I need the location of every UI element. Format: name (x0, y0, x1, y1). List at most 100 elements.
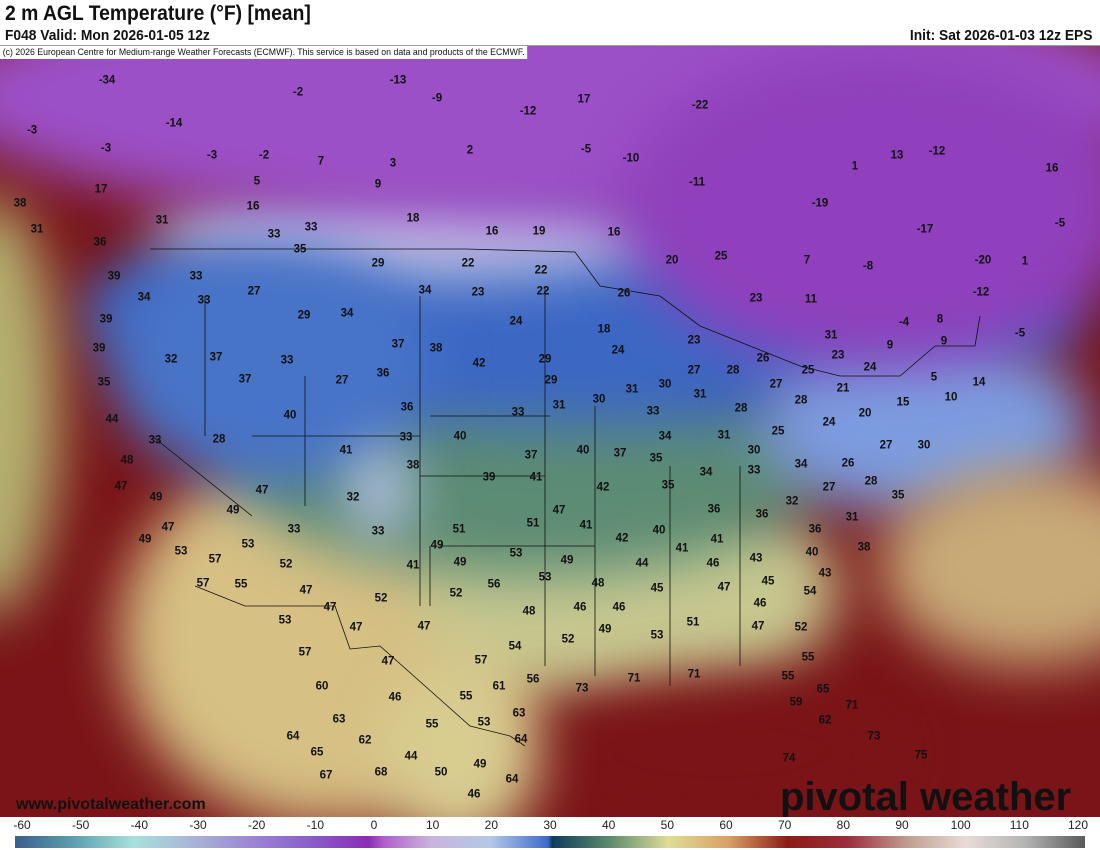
temperature-label: 36 (755, 508, 769, 521)
temperature-label: 16 (607, 226, 621, 239)
temperature-label: 49 (453, 556, 467, 569)
temperature-label: 45 (650, 582, 664, 595)
temperature-label: 27 (822, 481, 836, 494)
temperature-label: 33 (511, 406, 525, 419)
temperature-label: 23 (749, 292, 763, 305)
temperature-label: 41 (710, 533, 724, 546)
temperature-label: 16 (1045, 162, 1059, 175)
temperature-label: -20 (974, 254, 992, 267)
temperature-label: 17 (577, 93, 591, 106)
temperature-label: 42 (472, 357, 486, 370)
temperature-label: -17 (916, 223, 934, 236)
us-canada-border (150, 248, 981, 377)
temperature-label: 49 (598, 623, 612, 636)
temperature-label: 51 (452, 523, 466, 536)
temperature-label: 1 (1021, 255, 1029, 268)
temperature-label: 47 (323, 601, 337, 614)
temperature-label: 45 (761, 575, 775, 588)
temperature-label: 62 (818, 714, 832, 727)
temperature-label: 47 (161, 521, 175, 534)
temperature-label: 34 (137, 291, 151, 304)
temperature-label: 2 (466, 144, 474, 157)
temperature-label: 27 (769, 378, 783, 391)
temperature-label: 49 (226, 504, 240, 517)
temperature-label: 33 (267, 228, 281, 241)
temperature-label: 46 (753, 597, 767, 610)
temperature-label: 46 (467, 788, 481, 801)
temperature-label: 64 (505, 773, 519, 786)
temperature-label: 30 (592, 393, 606, 406)
colorbar-tick-label: 30 (543, 818, 557, 832)
temperature-label: 23 (831, 349, 845, 362)
temperature-label: 28 (734, 402, 748, 415)
temperature-label: 1 (851, 160, 859, 173)
temperature-label: 21 (836, 382, 850, 395)
temperature-label: 37 (524, 449, 538, 462)
temperature-label: 46 (388, 691, 402, 704)
temperature-label: 36 (808, 523, 822, 536)
temperature-label: -12 (928, 145, 946, 158)
temperature-label: 24 (822, 416, 836, 429)
field-purple-canada-east (620, 46, 1100, 366)
colorbar-tick-label: -10 (306, 818, 324, 832)
temperature-label: 52 (449, 587, 463, 600)
temperature-label: 8 (936, 313, 944, 326)
temperature-label: 50 (434, 766, 448, 779)
temperature-label: 31 (155, 214, 169, 227)
temperature-label: 7 (317, 155, 325, 168)
temperature-label: 34 (340, 307, 354, 320)
temperature-label: 28 (864, 475, 878, 488)
temperature-label: -8 (862, 260, 874, 273)
temperature-label: 46 (573, 601, 587, 614)
temperature-label: 47 (299, 584, 313, 597)
temperature-label: 24 (611, 344, 625, 357)
temperature-label: 9 (374, 178, 382, 191)
temperature-label: 25 (714, 250, 728, 263)
temperature-label: 33 (280, 354, 294, 367)
temperature-label: 53 (278, 614, 292, 627)
temperature-label: 57 (474, 654, 488, 667)
temperature-label: 41 (529, 471, 543, 484)
temperature-label: -12 (519, 105, 537, 118)
temperature-label: 42 (596, 481, 610, 494)
temperature-label: 47 (114, 480, 128, 493)
temperature-label: 49 (560, 554, 574, 567)
temperature-label: 34 (699, 466, 713, 479)
temperature-label: 14 (972, 376, 986, 389)
temperature-label: 27 (879, 439, 893, 452)
temperature-label: 40 (576, 444, 590, 457)
temperature-label: 67 (319, 769, 333, 782)
temperature-label: 57 (196, 577, 210, 590)
temperature-label: 53 (650, 629, 664, 642)
temperature-label: 40 (805, 546, 819, 559)
temperature-label: 13 (890, 149, 904, 162)
temperature-label: 75 (914, 749, 928, 762)
temperature-label: 37 (238, 373, 252, 386)
colorbar-tick-label: 70 (777, 818, 792, 832)
temperature-label: 18 (406, 212, 420, 225)
website-link[interactable]: www.pivotalweather.com (16, 796, 206, 813)
field-gulf-mexico (540, 676, 900, 817)
temperature-label: 56 (526, 673, 540, 686)
temperature-label: 54 (803, 585, 817, 598)
temperature-label: 23 (687, 334, 701, 347)
colorbar-tick-label: 90 (895, 818, 909, 832)
temperature-label: 43 (749, 552, 763, 565)
temperature-label: 37 (209, 351, 223, 364)
temperature-label: 47 (349, 621, 363, 634)
temperature-label: 65 (816, 683, 830, 696)
temperature-label: 62 (358, 734, 372, 747)
temperature-label: 33 (747, 464, 761, 477)
temperature-label: 29 (297, 309, 311, 322)
temperature-label: 20 (858, 407, 872, 420)
temperature-label: 33 (197, 294, 211, 307)
colorbar-tick-label: 100 (950, 818, 971, 832)
temperature-label: 34 (658, 430, 672, 443)
temperature-label: 33 (304, 221, 318, 234)
temperature-label: 47 (255, 484, 269, 497)
temperature-label: 24 (509, 315, 523, 328)
temperature-label: -5 (1054, 217, 1066, 230)
temperature-label: 68 (374, 766, 388, 779)
temperature-map[interactable]: (c) 2026 European Centre for Medium-rang… (0, 45, 1100, 817)
temperature-label: 52 (279, 558, 293, 571)
